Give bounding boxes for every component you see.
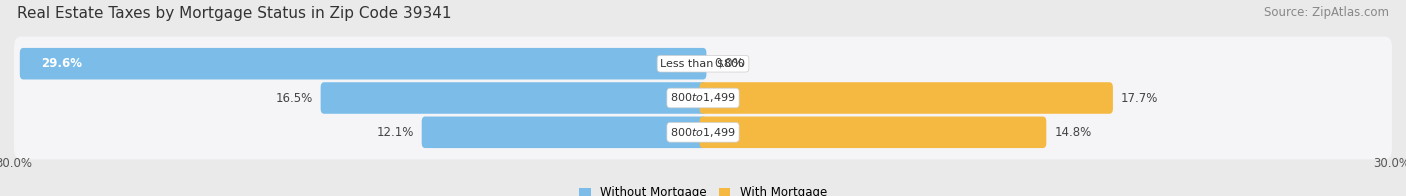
Text: 17.7%: 17.7%: [1121, 92, 1159, 104]
FancyBboxPatch shape: [14, 105, 1392, 159]
Text: 14.8%: 14.8%: [1054, 126, 1091, 139]
FancyBboxPatch shape: [20, 48, 706, 80]
FancyBboxPatch shape: [700, 116, 1046, 148]
Text: Source: ZipAtlas.com: Source: ZipAtlas.com: [1264, 6, 1389, 19]
Text: 16.5%: 16.5%: [276, 92, 312, 104]
FancyBboxPatch shape: [422, 116, 706, 148]
Text: $800 to $1,499: $800 to $1,499: [671, 92, 735, 104]
Text: 12.1%: 12.1%: [377, 126, 413, 139]
Text: Real Estate Taxes by Mortgage Status in Zip Code 39341: Real Estate Taxes by Mortgage Status in …: [17, 6, 451, 21]
Text: 29.6%: 29.6%: [42, 57, 83, 70]
FancyBboxPatch shape: [14, 37, 1392, 91]
Text: $800 to $1,499: $800 to $1,499: [671, 126, 735, 139]
Text: 0.0%: 0.0%: [714, 57, 744, 70]
FancyBboxPatch shape: [321, 82, 706, 114]
Legend: Without Mortgage, With Mortgage: Without Mortgage, With Mortgage: [574, 182, 832, 196]
FancyBboxPatch shape: [14, 71, 1392, 125]
FancyBboxPatch shape: [700, 82, 1114, 114]
Text: Less than $800: Less than $800: [661, 59, 745, 69]
